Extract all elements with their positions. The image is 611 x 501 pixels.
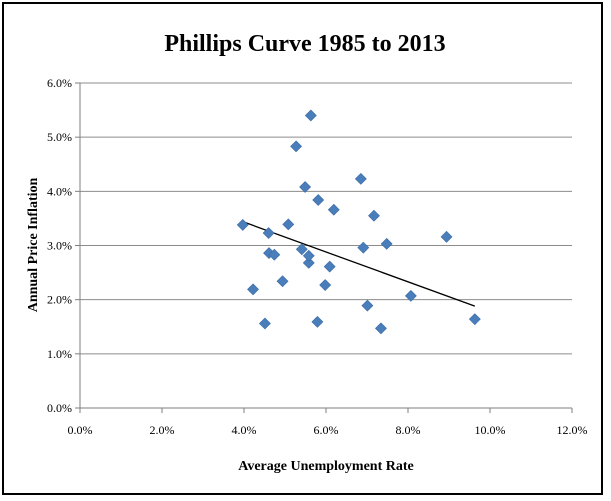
y-tick-label: 0.0%: [47, 401, 72, 415]
data-point: [404, 289, 417, 302]
data-point: [375, 322, 387, 335]
y-tick-label: 2.0%: [47, 293, 72, 307]
data-point: [380, 237, 393, 250]
data-point: [327, 203, 340, 216]
data-point: [268, 248, 281, 261]
y-tick-label: 1.0%: [47, 347, 72, 361]
data-point: [354, 172, 367, 185]
data-point: [302, 249, 315, 262]
data-point: [311, 315, 324, 328]
data-point: [276, 275, 289, 288]
x-tick-label: 12.0%: [557, 423, 588, 437]
data-point: [440, 230, 453, 243]
x-tick-label: 4.0%: [232, 423, 257, 437]
data-point: [357, 241, 370, 254]
data-point: [323, 260, 336, 273]
data-point: [290, 140, 302, 153]
data-points: [236, 109, 481, 335]
data-point: [262, 227, 275, 239]
data-point: [361, 299, 374, 312]
data-point: [304, 109, 317, 122]
chart-title: Phillips Curve 1985 to 2013: [164, 31, 445, 57]
trendline-layer: [242, 221, 476, 307]
y-tick-label: 4.0%: [47, 184, 72, 198]
data-point: [258, 317, 271, 330]
y-tick-label: 3.0%: [47, 239, 72, 253]
axes: [75, 82, 573, 413]
y-tick-label: 6.0%: [47, 76, 72, 90]
data-point: [468, 313, 481, 326]
data-point: [319, 279, 332, 291]
x-tick-label: 2.0%: [150, 423, 175, 437]
grid-lines: [80, 82, 572, 355]
data-point: [282, 218, 295, 231]
x-tick-label: 10.0%: [475, 423, 506, 437]
x-axis-title: Average Unemployment Rate: [238, 459, 413, 474]
x-tick-label: 0.0%: [68, 423, 93, 437]
data-point: [368, 209, 380, 222]
data-point: [295, 243, 308, 256]
y-tick-label: 5.0%: [47, 130, 72, 144]
data-point: [312, 194, 325, 206]
data-point: [236, 218, 249, 231]
x-tick-label: 8.0%: [396, 423, 421, 437]
tick-labels: 0.0% 1.0% 2.0% 3.0% 4.0% 5.0% 6.0% 0.0% 2.0% 4.0%…: [47, 76, 588, 437]
y-axis-title: Annual Price Inflation: [26, 178, 41, 313]
data-point: [247, 283, 259, 296]
data-point: [299, 181, 312, 193]
x-tick-label: 6.0%: [314, 423, 339, 437]
data-point: [302, 256, 315, 269]
trendline: [242, 221, 476, 307]
